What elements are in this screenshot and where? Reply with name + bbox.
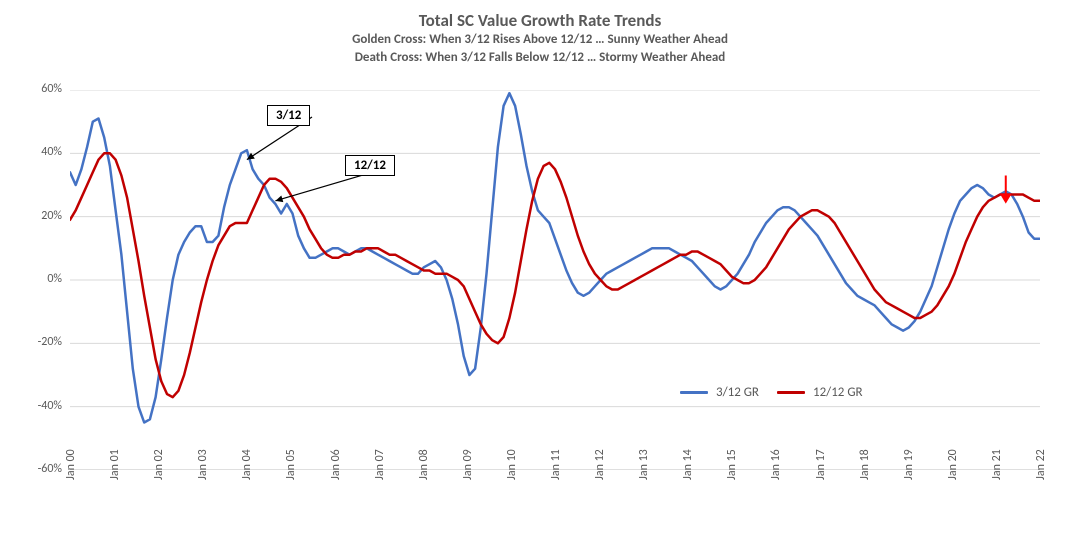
x-tick-label: Jan 06 xyxy=(329,449,343,480)
x-tick-label: Jan 22 xyxy=(1034,449,1048,480)
chart-container: Total SC Value Growth Rate Trends Golden… xyxy=(0,0,1080,554)
series-line xyxy=(70,153,1040,397)
x-tick-label: Jan 09 xyxy=(461,449,475,480)
legend-item: 12/12 GR xyxy=(777,385,863,400)
x-tick-label: Jan 01 xyxy=(108,449,122,480)
chart-subtitle-2: Death Cross: When 3/12 Falls Below 12/12… xyxy=(0,49,1080,67)
x-tick-label: Jan 21 xyxy=(990,449,1004,480)
x-tick-label: Jan 05 xyxy=(284,449,298,480)
x-tick-label: Jan 02 xyxy=(152,449,166,480)
y-tick-label: -40% xyxy=(0,399,62,413)
x-tick-label: Jan 16 xyxy=(769,449,783,480)
x-tick-label: Jan 04 xyxy=(240,449,254,480)
y-tick-label: 40% xyxy=(0,145,62,159)
series-line xyxy=(70,93,1040,422)
legend: 3/12 GR 12/12 GR xyxy=(680,385,863,400)
x-tick-label: Jan 03 xyxy=(196,449,210,480)
x-tick-label: Jan 11 xyxy=(549,449,563,480)
y-tick-label: 20% xyxy=(0,209,62,223)
legend-label: 3/12 GR xyxy=(716,385,759,400)
x-tick-label: Jan 17 xyxy=(814,449,828,480)
x-tick-label: Jan 13 xyxy=(637,449,651,480)
callout-box: 3/12 xyxy=(267,105,310,126)
callout-box: 12/12 xyxy=(345,155,395,176)
x-tick-label: Jan 00 xyxy=(64,449,78,480)
x-tick-label: Jan 07 xyxy=(373,449,387,480)
x-tick-label: Jan 15 xyxy=(725,449,739,480)
plot-area xyxy=(70,90,1040,470)
legend-label: 12/12 GR xyxy=(813,385,863,400)
legend-item: 3/12 GR xyxy=(680,385,759,400)
chart-subtitle-1: Golden Cross: When 3/12 Rises Above 12/1… xyxy=(0,31,1080,49)
title-block: Total SC Value Growth Rate Trends Golden… xyxy=(0,10,1080,66)
x-tick-label: Jan 18 xyxy=(858,449,872,480)
chart-title: Total SC Value Growth Rate Trends xyxy=(0,10,1080,31)
legend-swatch xyxy=(680,391,708,394)
x-tick-label: Jan 08 xyxy=(417,449,431,480)
legend-swatch xyxy=(777,391,805,394)
y-tick-label: 0% xyxy=(0,272,62,286)
y-tick-label: -20% xyxy=(0,335,62,349)
y-tick-label: 60% xyxy=(0,82,62,96)
x-tick-label: Jan 19 xyxy=(902,449,916,480)
x-tick-label: Jan 10 xyxy=(505,449,519,480)
x-tick-label: Jan 20 xyxy=(946,449,960,480)
x-tick-label: Jan 14 xyxy=(681,449,695,480)
y-tick-label: -60% xyxy=(0,462,62,476)
x-tick-label: Jan 12 xyxy=(593,449,607,480)
